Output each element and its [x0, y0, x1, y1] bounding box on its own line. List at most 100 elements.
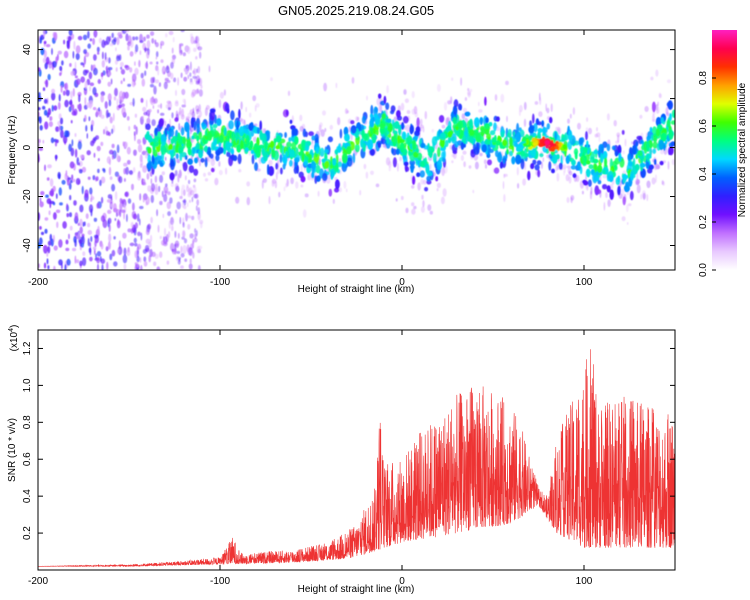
spectrogram-cell [111, 249, 116, 257]
spectrogram-cell [286, 141, 292, 149]
spectrogram-cell [182, 189, 186, 197]
spectrogram-cell [158, 82, 161, 87]
spectrogram-cell [646, 141, 650, 152]
spectrogram-cell [541, 120, 545, 127]
spectrogram-cell [545, 103, 547, 112]
spectrogram-cell [594, 163, 598, 171]
spectrogram-cell [370, 126, 374, 135]
spectrogram-cell [186, 202, 189, 208]
spectrogram-cell [107, 81, 112, 87]
spectrogram-cell [360, 138, 364, 148]
spectrogram-cell [416, 172, 421, 177]
spectrogram-cell [565, 174, 570, 182]
spectrogram-cell [150, 31, 155, 36]
spectrogram-cell [187, 215, 192, 219]
spectrogram-cell [602, 151, 608, 159]
spectrogram-cell [114, 191, 118, 201]
spectrogram-cell [332, 198, 335, 204]
spectrogram-cell [640, 193, 642, 200]
spectrogram-cell [537, 127, 543, 133]
spectrogram-cell [502, 155, 506, 164]
spectrogram-cell [187, 158, 193, 165]
spectrogram-cell [275, 135, 282, 143]
snr-scale-label: (x104) [8, 325, 20, 352]
snr-scale-base: (x10 [9, 331, 20, 351]
spectrogram-cell [60, 129, 64, 139]
spectrogram-cell [355, 116, 359, 122]
spectrogram-cell [284, 132, 287, 138]
spectrogram-cell [44, 217, 49, 221]
spectrogram-cell [40, 231, 45, 236]
spectrogram-cell [74, 148, 78, 158]
spectrogram-cell [518, 109, 522, 117]
spectrogram-cell [604, 157, 608, 167]
spectrogram-cell [419, 160, 425, 168]
spectrogram-cell [59, 65, 63, 72]
snr-series-line [38, 349, 675, 568]
spectrogram-cell [96, 251, 102, 257]
spectrogram-cell [475, 132, 481, 143]
spectrogram-cell [302, 128, 307, 138]
spectrogram-cell [426, 175, 431, 182]
spectrogram-cell [141, 150, 147, 156]
spectrogram-cell [555, 165, 558, 172]
spectrogram-cell [443, 150, 446, 159]
spectrogram-cell [127, 228, 132, 233]
spectrogram-cell [187, 146, 192, 156]
spectrogram-cell [483, 159, 487, 165]
spectrogram-cell [131, 73, 137, 83]
spectrogram-cell [334, 149, 339, 155]
spectrogram-cell [86, 102, 90, 109]
spectrogram-cell [225, 167, 228, 175]
spectrogram-cell [469, 118, 473, 129]
spectrogram-cell [138, 59, 141, 68]
spectrogram-cell [176, 158, 181, 164]
spectrogram-cell [617, 175, 621, 183]
spectrogram-cell [134, 132, 136, 142]
spectrogram-cell [123, 178, 126, 182]
spectrogram-cell [170, 159, 175, 171]
spectrogram-cell [600, 152, 604, 164]
spectrogram-cell [100, 258, 106, 265]
spectrogram-cell [75, 52, 80, 61]
spectrogram-cell [324, 128, 327, 132]
spectrogram-cell [143, 256, 147, 263]
spectrogram-cell [518, 133, 521, 139]
spectrogram-cell [282, 154, 288, 164]
spectrogram-cell [126, 159, 131, 165]
spectrogram-cell [606, 113, 610, 121]
spectrogram-peak-cell [562, 144, 568, 150]
spectrogram-cell [230, 110, 235, 121]
spectrogram-peak-cell [526, 139, 529, 145]
spectrogram-cell [299, 114, 303, 122]
spectrogram-cell [70, 90, 73, 99]
spectrogram-cell [506, 148, 509, 155]
spectrogram-cell [655, 69, 659, 77]
spectrogram-cell [109, 116, 113, 124]
spectrogram-cell [215, 154, 220, 162]
spectrogram-cell [164, 156, 167, 161]
spectrogram-cell [97, 158, 100, 162]
spectrogram-cell [416, 117, 420, 128]
spectrogram-cell [411, 91, 415, 99]
spectrogram-cell [142, 165, 148, 173]
spectrogram-cell [39, 226, 42, 230]
spectrogram-cell [96, 46, 100, 53]
spectrogram-cell [71, 139, 74, 147]
spectrogram-cell [626, 222, 629, 225]
spectrogram-cell [183, 67, 186, 72]
spectrogram-cell [161, 146, 164, 155]
spectrogram-cell [376, 97, 381, 106]
spectrogram-cell [47, 108, 52, 116]
spectrogram-cell [96, 256, 100, 264]
spectrogram-cell [146, 173, 150, 180]
spectrogram-cell [396, 140, 401, 152]
spectrogram-cell [72, 88, 75, 97]
spectrogram-cell [337, 117, 341, 126]
spectrogram-cell [635, 141, 638, 147]
spectrogram-cell [89, 38, 93, 42]
spectrogram-cell [47, 240, 52, 246]
spectrogram-cell [432, 152, 437, 164]
spectrogram-cell [203, 172, 206, 177]
spectrogram-cell [171, 47, 174, 54]
